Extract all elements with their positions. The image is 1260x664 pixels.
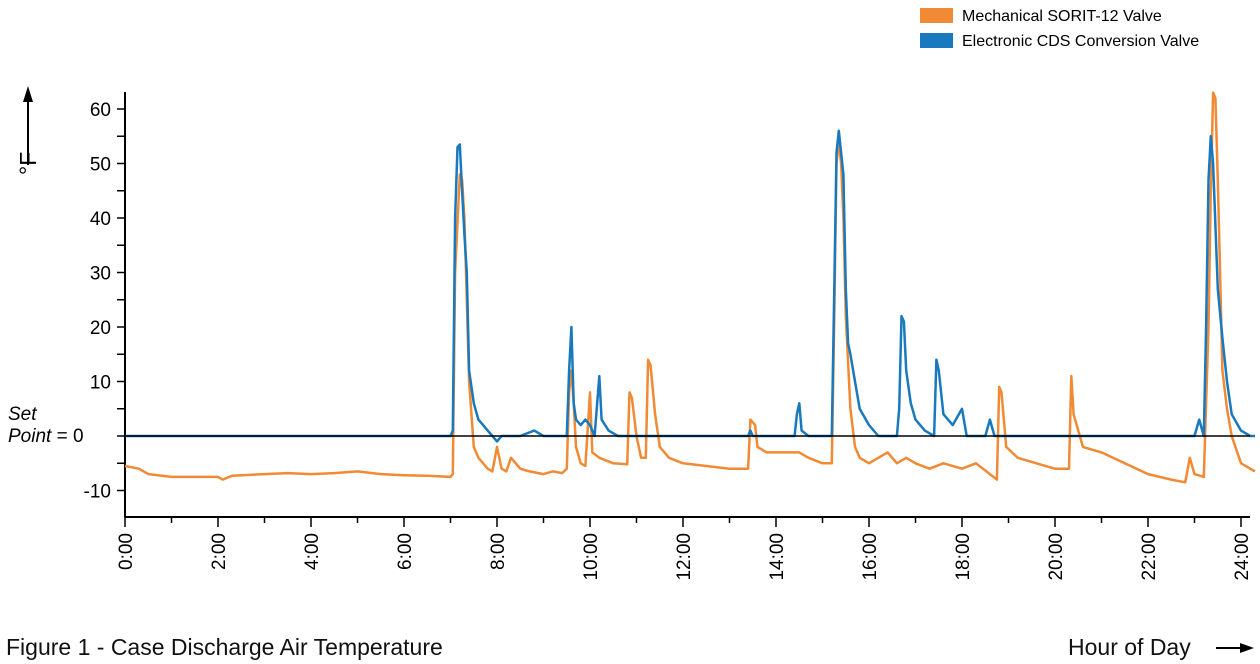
axes — [124, 92, 1250, 518]
y-tick-label: 30 — [90, 264, 111, 285]
y-tick-label: 10 — [90, 373, 111, 394]
setpoint-label-point: Point — [8, 426, 52, 447]
y-axis-label: °F — [15, 152, 41, 175]
y-tick-label: 60 — [90, 100, 111, 121]
y-tick-label: 20 — [90, 318, 111, 339]
x-tick-label: 22:00 — [1139, 533, 1160, 581]
legend-swatch-mechanical — [920, 8, 953, 23]
x-axis-label-group: Hour of Day — [1068, 634, 1254, 660]
legend-swatch-electronic — [920, 33, 953, 48]
y-axis-label-group: °F — [15, 86, 41, 175]
x-tick-label: 10:00 — [581, 533, 602, 581]
ticks: 60 50 40 30 20 10 -10 0:00 2:00 4:00 6:00 8:00 10:00… — [84, 100, 1253, 581]
setpoint-label: Set Point = 0 — [8, 404, 84, 447]
figure-caption: Figure 1 - Case Discharge Air Temperatur… — [6, 634, 443, 660]
series-layer — [124, 91, 1256, 484]
y-axis-label-arrowhead — [23, 86, 33, 102]
x-axis-label-arrowhead — [1240, 643, 1254, 653]
setpoint-label-line1: Set — [8, 404, 37, 425]
x-tick-label: 18:00 — [953, 533, 974, 581]
x-tick-label: 14:00 — [767, 533, 788, 581]
setpoint-label-line2: Point = 0 — [8, 426, 84, 447]
x-tick-label: 20:00 — [1046, 533, 1067, 581]
x-tick-label: 24:00 — [1232, 533, 1253, 581]
x-tick-label: 0:00 — [116, 533, 137, 570]
legend-label-electronic: Electronic CDS Conversion Valve — [962, 33, 1199, 50]
x-tick-label: 6:00 — [395, 533, 416, 570]
x-tick-label: 12:00 — [674, 533, 695, 581]
x-tick-label: 2:00 — [209, 533, 230, 570]
x-tick-label: 16:00 — [860, 533, 881, 581]
setpoint-label-suffix: = 0 — [51, 426, 83, 447]
series-line-electronic — [125, 129, 1255, 443]
y-tick-label: -10 — [84, 482, 111, 503]
legend-label-mechanical: Mechanical SORIT-12 Valve — [962, 8, 1162, 25]
x-tick-label: 4:00 — [302, 533, 323, 570]
series-line-mechanical — [124, 91, 1256, 484]
x-axis-label: Hour of Day — [1068, 634, 1191, 660]
x-tick-label: 8:00 — [488, 533, 509, 570]
legend: Mechanical SORIT-12 Valve Electronic CDS… — [920, 8, 1199, 50]
y-tick-label: 40 — [90, 209, 111, 230]
y-tick-label: 50 — [90, 155, 111, 176]
